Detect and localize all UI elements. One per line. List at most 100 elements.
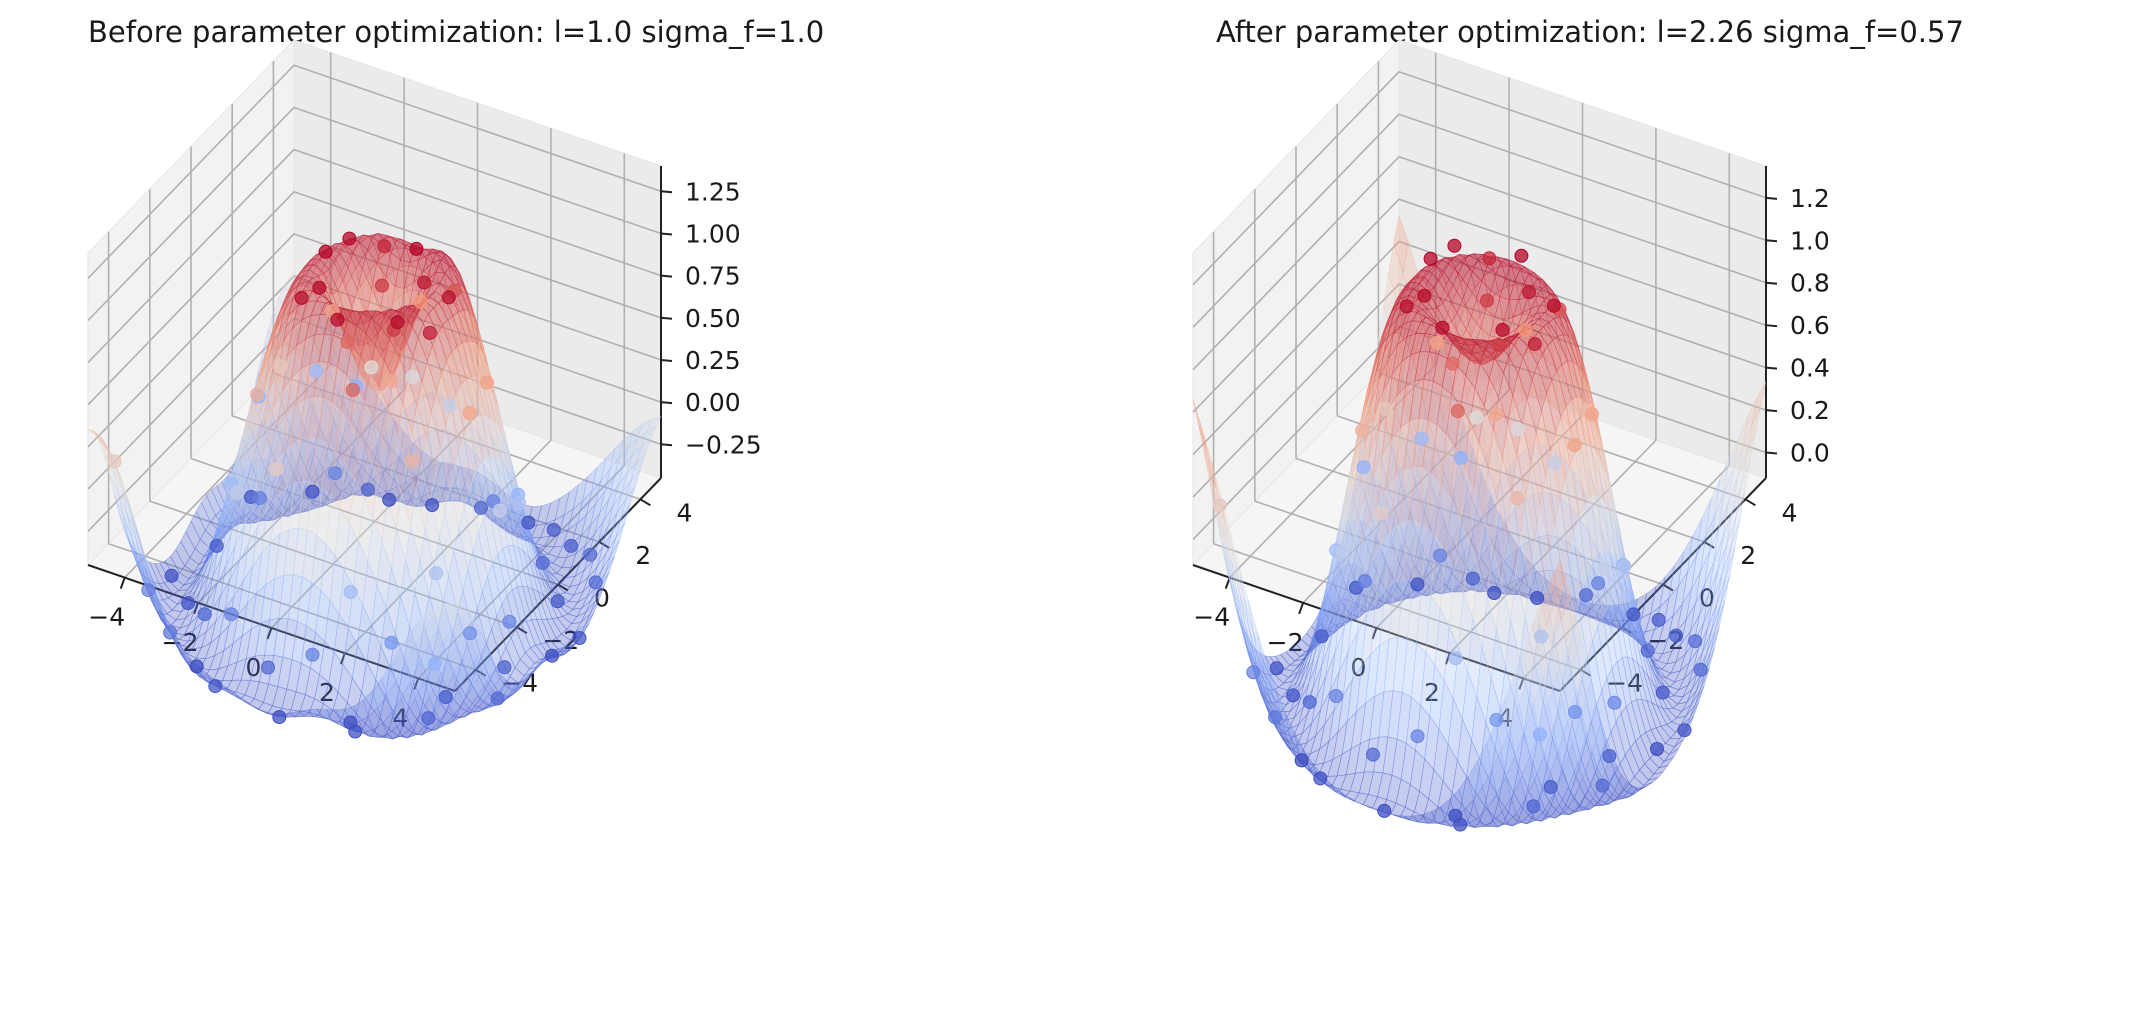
surface-face [1641, 698, 1657, 731]
surface-face [640, 426, 657, 448]
surface-face [308, 450, 324, 491]
surface-face [227, 635, 243, 667]
surface-face [1586, 465, 1602, 532]
surface-face [1454, 345, 1470, 360]
surface-face [1291, 742, 1308, 755]
surface-face [1502, 423, 1518, 494]
surface-face [440, 425, 456, 487]
surface-face [1550, 402, 1566, 461]
surface-face [1360, 695, 1376, 744]
surface-face [515, 623, 531, 654]
surface-face [356, 308, 372, 356]
surface-face [1543, 570, 1559, 596]
surface-face [210, 514, 226, 533]
surface-face [382, 333, 398, 370]
surface-face [381, 501, 397, 569]
surface-face [1742, 397, 1758, 448]
data-point [1602, 749, 1617, 763]
surface-face [1370, 420, 1386, 477]
surface-face [464, 287, 480, 330]
surface-face [1375, 426, 1391, 486]
surface-face [1604, 476, 1619, 548]
surface-face [308, 395, 324, 438]
surface-face [1421, 308, 1437, 323]
surface-face [1576, 396, 1592, 445]
surface-face [1700, 514, 1716, 572]
surface-face [286, 271, 302, 299]
surface-face [506, 680, 523, 698]
surface-face [303, 291, 319, 328]
surface-face [422, 391, 438, 433]
surface-face [1465, 287, 1481, 338]
surface-face [441, 603, 457, 617]
surface-face [362, 690, 378, 718]
surface-face [1226, 550, 1242, 617]
surface-face [341, 474, 357, 495]
surface-face [605, 539, 621, 573]
surface-face [243, 526, 258, 581]
surface-face [1326, 785, 1342, 793]
x-tick-label: 0 [1351, 653, 1367, 682]
surface-face [588, 547, 603, 578]
surface-face [365, 292, 381, 338]
y-tick-label: 4 [676, 498, 692, 527]
data-point [364, 360, 379, 375]
surface-face [1338, 458, 1354, 532]
x-tick-label: −4 [88, 603, 125, 632]
surface-face [1395, 487, 1411, 546]
surface-face [240, 427, 256, 474]
data-point [384, 373, 399, 388]
surface-face [1725, 517, 1741, 577]
surface-face [1746, 405, 1762, 455]
surface-face [313, 714, 328, 719]
data-point [1410, 577, 1425, 592]
surface-face [1463, 533, 1479, 576]
surface-face [461, 643, 477, 685]
surface-face [350, 242, 366, 270]
data-point [1482, 251, 1497, 266]
surface-face [1337, 563, 1353, 602]
surface-face [213, 665, 229, 681]
surface-face [1383, 636, 1399, 693]
surface-face [394, 596, 410, 660]
surface-face [370, 319, 386, 368]
surface-face [1646, 700, 1662, 729]
surface-face [1400, 275, 1416, 293]
surface-face [1426, 589, 1442, 597]
surface-face [494, 399, 509, 459]
data-point [1294, 753, 1309, 768]
surface-face [301, 501, 318, 513]
surface-face [362, 317, 378, 345]
surface-face [1678, 535, 1693, 587]
surface-face [1377, 561, 1393, 598]
surface-face [1651, 659, 1668, 670]
surface-face [569, 569, 585, 588]
surface-face [463, 685, 479, 709]
surface-face [1626, 656, 1643, 701]
surface-face [431, 697, 447, 724]
surface-face [1694, 667, 1710, 706]
surface-face [1647, 675, 1663, 709]
surface-face [268, 318, 284, 359]
surface-face [174, 623, 191, 636]
surface-face [351, 428, 367, 467]
surface-face [402, 468, 418, 497]
surface-face [1378, 304, 1394, 375]
surface-face [1373, 596, 1389, 611]
surface-face [439, 511, 455, 576]
surface-face [1436, 385, 1452, 435]
plot-area: −4−2024−4−2024−0.250.000.250.500.751.001… [87, 38, 762, 740]
surface-face [280, 281, 296, 312]
surface-face [1517, 356, 1533, 401]
surface-face [323, 268, 339, 295]
surface-face [1543, 600, 1561, 607]
data-point [340, 335, 355, 349]
surface-face [254, 390, 270, 450]
surface-face [392, 735, 408, 740]
surface-face [576, 600, 592, 618]
surface-face [599, 478, 615, 514]
surface-face [1553, 316, 1569, 337]
surface-face [257, 335, 273, 382]
surface-face [481, 416, 497, 464]
surface-face [362, 414, 378, 459]
